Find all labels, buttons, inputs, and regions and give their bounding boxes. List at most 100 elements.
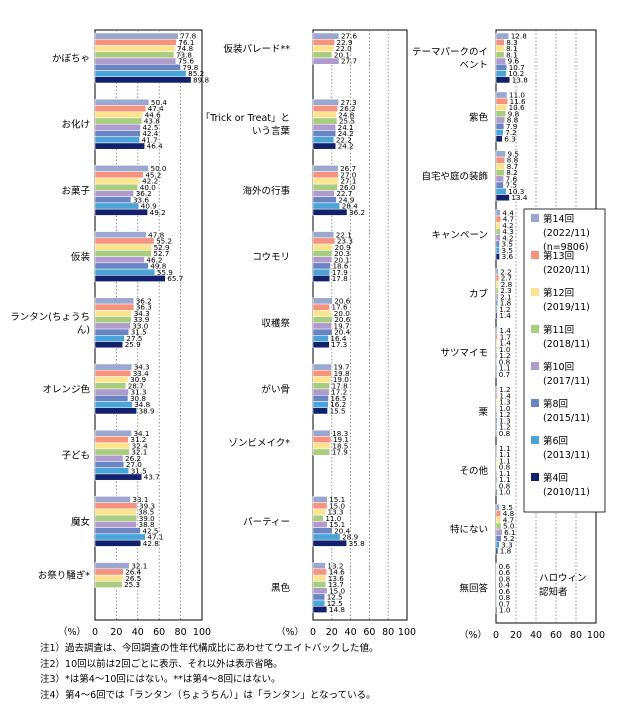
- data-label: 23.3: [337, 237, 353, 246]
- bar: [312, 105, 338, 112]
- bar: [495, 594, 498, 601]
- bar: [94, 496, 131, 503]
- data-label: 1.8: [500, 299, 512, 308]
- data-label: 9.8: [508, 109, 520, 118]
- data-label: 2.2: [500, 267, 511, 276]
- bar: [94, 57, 177, 65]
- data-label: 89.8: [193, 75, 209, 84]
- bar: [312, 130, 336, 137]
- bar: [94, 461, 125, 468]
- legend-series-period: (2022/11): [543, 228, 590, 239]
- bar: [312, 521, 328, 528]
- bar: [94, 395, 129, 402]
- data-label: 44.6: [145, 110, 161, 119]
- bar: [495, 522, 502, 530]
- category-label: 仮装パレード**: [223, 43, 290, 55]
- bar: [312, 562, 326, 570]
- data-label: 22.0: [336, 44, 352, 53]
- bar: [94, 262, 149, 270]
- data-label: 17.9: [332, 268, 348, 277]
- category-label: いう言葉: [252, 125, 291, 137]
- data-label: 18.3: [332, 429, 348, 438]
- data-label: 1.7: [500, 332, 511, 341]
- bar: [94, 32, 179, 40]
- data-label: 27.5: [126, 334, 142, 343]
- legend-swatch: [531, 325, 539, 333]
- data-label: 39.3: [139, 501, 155, 510]
- bar: [312, 51, 333, 59]
- category-label: ゾンビメイク*: [228, 438, 290, 449]
- bar: [94, 508, 137, 516]
- legend-series-period: (2019/11): [543, 302, 590, 313]
- data-label: 0.8: [499, 481, 511, 490]
- category-label: 黒色: [271, 582, 291, 594]
- legend-series-name: 第14回: [543, 213, 574, 225]
- data-label: 20.6: [334, 315, 350, 324]
- data-label: 0.8: [499, 463, 511, 472]
- bar: [495, 541, 500, 549]
- bar: [312, 587, 328, 595]
- bar: [312, 568, 327, 576]
- panel-3: 0 20 40 60 80 100（%）テーマパークのイベント12.88.38.18.19…: [412, 29, 605, 641]
- bar: [312, 508, 326, 516]
- bar: [312, 208, 348, 216]
- data-label: 1.2: [499, 385, 510, 394]
- bar: [94, 436, 129, 443]
- legend-swatch: [531, 473, 539, 481]
- category-label: 特にない: [450, 524, 488, 536]
- bar: [495, 110, 507, 118]
- side-note: 認知者: [539, 586, 568, 598]
- bar: [94, 123, 141, 131]
- data-label: 0.7: [499, 599, 510, 608]
- data-label: 49.2: [150, 208, 166, 217]
- data-label: 1.1: [499, 364, 510, 373]
- data-label: 12.8: [511, 32, 527, 41]
- x-tick-label: 80: [570, 630, 582, 641]
- bar: [94, 562, 130, 570]
- category-label: がい骨: [261, 384, 290, 396]
- data-label: 34.8: [134, 400, 150, 409]
- bar: [495, 280, 500, 288]
- category-label: かぼちゃ: [52, 54, 90, 65]
- bar: [312, 316, 333, 324]
- bar: [94, 243, 152, 251]
- bar: [495, 209, 501, 217]
- data-label: 2.8: [501, 280, 513, 289]
- data-label: 3.5: [502, 503, 513, 512]
- bar: [495, 70, 507, 77]
- data-label: 38.9: [139, 406, 155, 415]
- data-label: 0.6: [499, 587, 511, 596]
- data-label: 50.0: [151, 164, 167, 173]
- axis-unit-label: （%）: [459, 629, 487, 641]
- footnote-2: 注2）10回以前は2回ごとに表示、それ以外は表示省略。: [40, 658, 283, 670]
- data-label: 1.2: [499, 423, 510, 432]
- bar: [495, 411, 498, 418]
- bar: [94, 268, 156, 276]
- legend-series-period: (2018/11): [543, 339, 590, 350]
- data-label: 1.0: [499, 606, 511, 615]
- bar: [495, 606, 498, 614]
- bar: [94, 142, 145, 150]
- bar: [94, 51, 175, 59]
- data-label: 3.5: [502, 246, 513, 255]
- bar: [312, 407, 328, 415]
- bar: [312, 593, 325, 601]
- bar: [312, 335, 329, 342]
- bar: [312, 527, 333, 535]
- bar: [312, 581, 327, 588]
- data-label: 10.3: [508, 187, 524, 196]
- bar: [312, 237, 336, 245]
- bar: [94, 316, 132, 324]
- data-label: 4.2: [502, 221, 513, 230]
- bar: [312, 514, 324, 522]
- data-label: 31.5: [131, 328, 147, 337]
- bar: [312, 45, 334, 52]
- bar: [495, 510, 502, 517]
- legend-series-name: 第13回: [543, 250, 574, 262]
- bar: [312, 436, 332, 443]
- bar: [495, 581, 497, 589]
- bar: [94, 177, 141, 185]
- bar: [312, 363, 332, 371]
- data-label: 15.1: [329, 495, 345, 504]
- bar: [495, 463, 498, 471]
